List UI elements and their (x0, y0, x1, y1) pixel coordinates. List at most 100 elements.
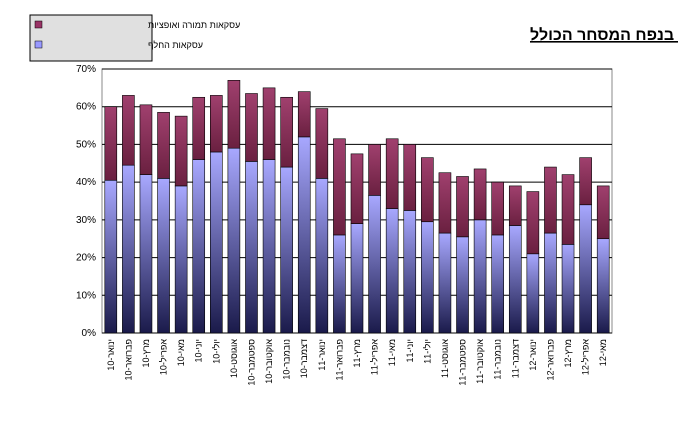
bar-segment (544, 166, 557, 234)
bar-segment (297, 91, 311, 138)
bar-segment (526, 253, 540, 334)
bar-segment (403, 144, 417, 211)
x-tick-label: פברואר-12 (545, 339, 555, 381)
x-tick-label: נובמבר-11 (493, 339, 503, 380)
legend-box (29, 14, 153, 62)
x-tick-label: מרץ-10 (141, 339, 151, 368)
bar-segment (104, 179, 118, 334)
x-tick-label: יולי-11 (422, 339, 432, 364)
bar-segment (139, 174, 153, 334)
y-tick-label: 10% (76, 290, 96, 301)
bar-segment (122, 95, 135, 166)
bar-segment (508, 185, 522, 226)
bar-segment (438, 172, 452, 234)
x-tick-label: מרץ-12 (563, 339, 573, 368)
y-tick-label: 50% (76, 139, 96, 150)
bar-segment (192, 159, 206, 334)
x-tick-label: ספטמבר-10 (246, 339, 256, 386)
bar-segment (280, 96, 293, 168)
bar-segment (473, 219, 487, 334)
chart-title: תרשים 5 : חלקם של תושבי חוץ בנפח המסחר ה… (530, 26, 678, 44)
x-tick-label: פברואר-10 (123, 339, 133, 381)
bar-segment (508, 225, 522, 334)
bar-segment (315, 178, 329, 334)
bar-segment (561, 174, 575, 245)
y-tick-label: 40% (76, 177, 96, 188)
bar-segment (104, 106, 118, 181)
bar-segment (157, 112, 170, 179)
bar-segment (210, 95, 223, 153)
legend-swatch (34, 40, 43, 49)
x-tick-label: יוני-11 (405, 339, 415, 363)
bar-segment (385, 208, 399, 334)
x-tick-label: ספטמבר-11 (458, 339, 468, 386)
y-tick-label: 0% (82, 328, 97, 339)
x-tick-label: מרץ-11 (352, 339, 362, 368)
x-tick-label: אוקטובר-10 (264, 339, 274, 384)
x-tick-label: אפריל-10 (159, 339, 169, 375)
bar-segment (297, 136, 311, 334)
bar-segment (596, 185, 610, 240)
bar-segment (157, 178, 170, 334)
x-tick-label: יולי-10 (211, 339, 221, 364)
bar-segment (438, 232, 452, 334)
bar-segment (368, 144, 381, 196)
x-tick-label: אוגוסט-10 (229, 339, 239, 378)
y-tick-label: 20% (76, 253, 96, 264)
x-tick-label: ינואר-11 (317, 339, 327, 371)
x-tick-label: אפריל-11 (370, 339, 380, 375)
bar-segment (368, 195, 381, 334)
bar-segment (579, 204, 592, 334)
legend-swatch (34, 20, 43, 29)
bar-segment (245, 93, 258, 162)
y-tick-label: 30% (76, 215, 96, 226)
x-tick-label: מאי-11 (387, 339, 397, 366)
bar-segment (456, 236, 469, 334)
x-tick-label: ינואר-10 (106, 339, 116, 371)
x-tick-label: דצמבר-10 (299, 339, 309, 378)
bar-segment (561, 244, 575, 334)
bar-segment (262, 159, 276, 334)
x-tick-label: דצמבר-11 (510, 339, 520, 378)
bar-segment (456, 176, 469, 238)
x-tick-label: יוני-10 (194, 339, 204, 363)
bar-segment (596, 238, 610, 334)
bar-segment (122, 164, 135, 334)
bar-segment (385, 138, 399, 209)
bar-segment (139, 104, 153, 175)
bar-segment (245, 161, 258, 334)
bar-segment (491, 234, 504, 334)
bar-segment (350, 153, 364, 224)
x-tick-label: מאי-10 (176, 339, 186, 366)
bar-segment (210, 151, 223, 334)
bar-segment (403, 210, 417, 334)
x-tick-label: אוגוסט-11 (440, 339, 450, 378)
bar-segment (174, 185, 188, 334)
x-tick-label: נובמבר-10 (282, 339, 292, 380)
bar-segment (262, 87, 276, 160)
bar-segment (174, 115, 188, 187)
x-tick-label: פברואר-11 (334, 339, 344, 381)
x-tick-label: מאי-12 (598, 339, 608, 366)
bar-segment (315, 108, 329, 179)
bar-segment (333, 138, 346, 236)
bar-segment (579, 157, 592, 206)
bar-segment (491, 181, 504, 236)
bar-segment (421, 157, 434, 223)
bar-segment (280, 166, 293, 334)
bar-segment (333, 234, 346, 334)
y-tick-label: 60% (76, 102, 96, 113)
legend-label: עסקאות תמורה ואופציות (148, 20, 240, 30)
bar-segment (421, 221, 434, 334)
bar-segment (227, 80, 241, 149)
bar-segment (544, 232, 557, 334)
bar-segment (227, 147, 241, 334)
y-tick-label: 70% (76, 64, 96, 75)
legend-label: עסקאות החלף (148, 40, 203, 50)
x-tick-label: אוקטובר-11 (475, 339, 485, 384)
x-tick-label: אפריל-12 (581, 339, 591, 375)
bar-segment (526, 191, 540, 255)
bar-segment (350, 223, 364, 334)
x-tick-label: ינואר-12 (528, 339, 538, 371)
